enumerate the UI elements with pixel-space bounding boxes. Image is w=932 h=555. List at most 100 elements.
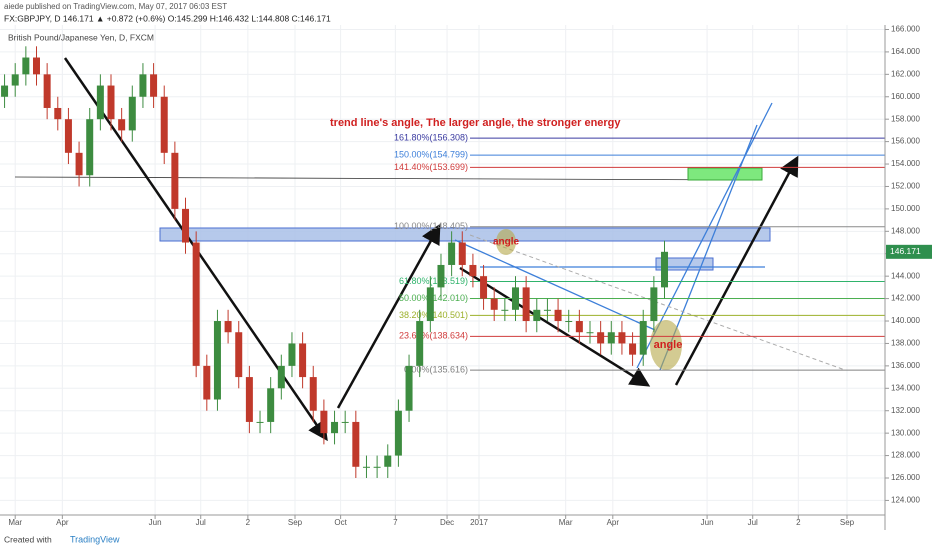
candle-body [490, 298, 498, 310]
ticker: FX:GBPJPY, D 146.171 ▲ +0.872 (+0.6%) O:… [4, 13, 331, 23]
candle-body [373, 466, 381, 468]
candle-body [11, 74, 19, 86]
y-tick-label: 154.000 [891, 159, 920, 168]
y-tick-label: 162.000 [891, 69, 920, 78]
y-tick-label: 134.000 [891, 383, 920, 392]
candle-body [75, 152, 83, 176]
candle-body [416, 321, 424, 366]
candle-body [309, 377, 317, 411]
candle-body [533, 309, 541, 322]
dashed-line [469, 234, 846, 371]
candles [1, 46, 669, 478]
x-tick-label: Jul [748, 518, 758, 527]
candle-body [575, 321, 583, 333]
y-tick-label: 142.000 [891, 294, 920, 303]
y-tick-label: 130.000 [891, 428, 920, 437]
candle-body [501, 309, 509, 311]
y-tick-label: 132.000 [891, 406, 920, 415]
y-tick-label: 128.000 [891, 451, 920, 460]
x-tick-label: 7 [393, 518, 398, 527]
candle-body [426, 287, 434, 322]
fib-label: 161.80%(156.308) [394, 133, 468, 143]
candle-body [182, 208, 190, 243]
y-tick-label: 124.000 [891, 496, 920, 505]
arrow [459, 266, 651, 387]
candle-body [64, 119, 72, 153]
candle-body [150, 74, 158, 97]
fib-label: 100.00%(148.405) [394, 221, 468, 231]
candle-body [607, 332, 615, 344]
candle-body [469, 264, 477, 277]
candle-body [256, 421, 264, 423]
candle-body [394, 410, 402, 456]
candle-body [267, 388, 275, 422]
candle-body [511, 287, 519, 310]
x-tick-label: Apr [607, 518, 620, 527]
y-tick-label: 156.000 [891, 137, 920, 146]
candle-body [1, 85, 9, 97]
candle-body [384, 455, 392, 467]
footer-text: Created with [4, 534, 52, 544]
candle-body [224, 321, 232, 333]
fib-label: 150.00%(154.799) [394, 149, 468, 159]
candle-body [128, 96, 136, 131]
x-tick-label: Jun [701, 518, 714, 527]
x-tick-label: 2 [796, 518, 801, 527]
axes: 124.000 126.000 128.000 130.000 132.000 134.0… [8, 25, 932, 527]
candle-body [331, 421, 339, 434]
y-tick-label: 150.000 [891, 204, 920, 213]
candle-body [118, 119, 126, 131]
fib-label: 61.80%(143.519) [399, 276, 468, 286]
x-tick-label: Mar [559, 518, 573, 527]
fib-label: 0.00%(135.616) [404, 365, 468, 375]
candle-body [543, 309, 551, 311]
candle-body [405, 365, 413, 411]
zone-box [159, 227, 771, 242]
candle-body [448, 242, 456, 265]
candle-body [203, 365, 211, 400]
candle-body [639, 321, 647, 355]
candle-body [86, 119, 94, 176]
candle-body [597, 332, 605, 344]
candle-body [139, 74, 147, 97]
candle-body [43, 74, 51, 108]
x-tick-label: Jul [196, 518, 206, 527]
y-tick-label: 152.000 [891, 182, 920, 191]
candle-body [32, 57, 40, 75]
candle-body [107, 85, 115, 120]
angle-marker [650, 320, 682, 370]
x-tick-label: 2017 [470, 518, 488, 527]
annotation: trend line's angle, The larger angle, th… [330, 117, 621, 129]
candle-body [522, 287, 530, 322]
x-tick-label: Dec [440, 518, 454, 527]
candle-body [192, 242, 200, 366]
candle-body [661, 251, 669, 288]
candle-body [96, 85, 104, 120]
fib-label: 23.60%(138.634) [399, 331, 468, 341]
candle-body [54, 107, 62, 120]
angle-marker [496, 229, 516, 255]
candle-body [352, 421, 360, 467]
candle-body [320, 410, 328, 434]
x-tick-label: Sep [288, 518, 303, 527]
fib-label: 141.40%(153.699) [394, 162, 468, 172]
footer-brand[interactable]: TradingView [70, 534, 120, 544]
x-tick-label: Mar [8, 518, 22, 527]
target-box [687, 167, 763, 181]
x-tick-label: 2 [246, 518, 251, 527]
y-tick-label: 160.000 [891, 92, 920, 101]
horizontal-line [14, 176, 761, 181]
price-tag-label: 146.171 [890, 246, 921, 256]
candle-body [22, 57, 30, 75]
x-tick-label: Oct [334, 518, 347, 527]
y-tick-label: 138.000 [891, 339, 920, 348]
x-tick-label: Sep [840, 518, 855, 527]
y-tick-label: 144.000 [891, 271, 920, 280]
candle-body [586, 332, 594, 334]
candle-body [650, 287, 658, 322]
y-tick-label: 126.000 [891, 473, 920, 482]
candle-body [565, 321, 573, 323]
candle-body [235, 332, 243, 378]
x-tick-label: Apr [56, 518, 69, 527]
candle-body [618, 332, 626, 344]
